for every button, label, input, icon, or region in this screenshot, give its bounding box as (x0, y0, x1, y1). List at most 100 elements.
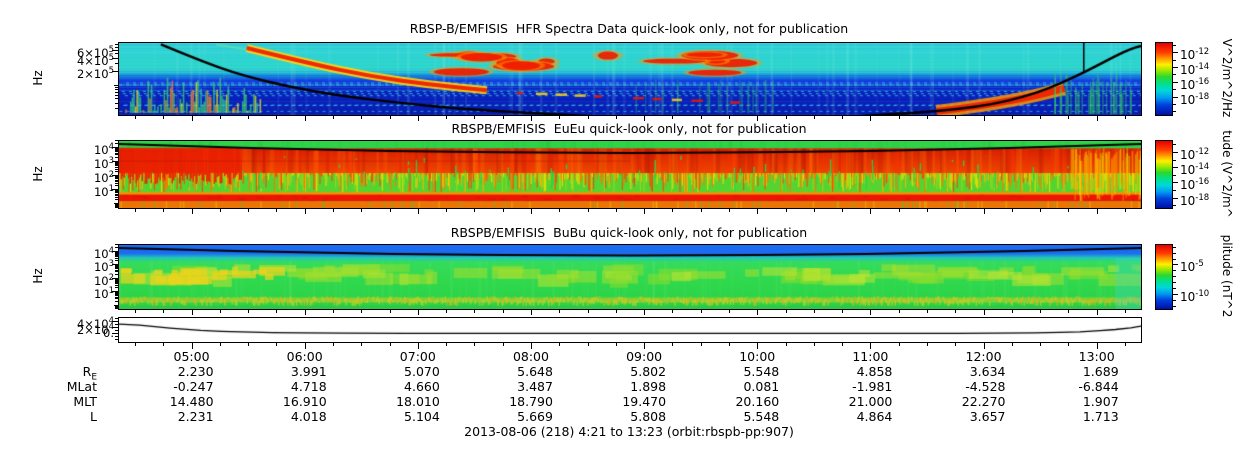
y-minor-tick (115, 291, 118, 293)
y-minor-tick (115, 86, 118, 88)
time-minor-tick (1011, 116, 1013, 119)
y-minor-tick (115, 244, 118, 246)
time-minor-tick (163, 209, 165, 212)
y-minor-tick (115, 180, 118, 182)
ephemeris-value: 16.910 (282, 394, 327, 409)
y-tick-label: 2×105 (76, 66, 114, 82)
y-minor-tick (115, 292, 118, 294)
time-minor-tick (1068, 343, 1070, 346)
time-minor-tick (559, 310, 561, 313)
colorbar-tick-label: 10-14 (1180, 62, 1210, 78)
ephemeris-value: 18.010 (396, 394, 440, 409)
panel3-colorbar (1155, 244, 1173, 310)
y-minor-tick (115, 266, 118, 268)
y-minor-tick (115, 273, 118, 275)
time-minor-tick (955, 209, 957, 212)
y-minor-tick (115, 168, 118, 170)
time-minor-tick (842, 310, 844, 313)
colorbar-tick-label: 10-16 (1180, 177, 1210, 193)
time-minor-tick (1124, 310, 1126, 313)
y-minor-tick (115, 246, 118, 248)
time-minor-tick (474, 116, 476, 119)
time-minor-tick (955, 343, 957, 346)
time-minor-tick (248, 310, 250, 313)
y-minor-tick (115, 329, 118, 331)
y-minor-tick (115, 271, 118, 273)
time-minor-tick (219, 343, 221, 346)
ephemeris-value: 4.858 (856, 364, 893, 379)
time-minor-tick (785, 209, 787, 212)
time-minor-tick (389, 343, 391, 346)
y-minor-tick (115, 151, 118, 153)
time-major-tick (757, 116, 759, 121)
time-major-tick (644, 310, 646, 315)
ephemeris-value: 1.898 (630, 379, 667, 394)
time-minor-tick (559, 116, 561, 119)
time-major-tick (644, 116, 646, 121)
time-minor-tick (219, 209, 221, 212)
y-minor-tick (115, 280, 118, 282)
colorbar-minor-tick (1173, 204, 1176, 206)
y-tick-label: 101 (93, 184, 114, 200)
time-major-tick (304, 310, 306, 315)
y-minor-tick (115, 300, 118, 302)
time-minor-tick (813, 310, 815, 313)
colorbar-minor-tick (1173, 270, 1176, 272)
y-minor-tick (114, 304, 118, 306)
time-minor-tick (1068, 209, 1070, 212)
time-minor-tick (219, 310, 221, 313)
time-minor-tick (446, 343, 448, 346)
colorbar-tick (1173, 293, 1178, 295)
colorbar-tick (1173, 81, 1178, 83)
time-minor-tick (898, 343, 900, 346)
y-minor-tick (115, 94, 118, 96)
y-minor-tick (115, 142, 118, 144)
y-minor-tick (115, 283, 118, 285)
time-minor-tick (1124, 116, 1126, 119)
ephemeris-value: 5.548 (743, 409, 780, 424)
colorbar-tick-label: 10-18 (1180, 91, 1210, 107)
time-minor-tick (219, 116, 221, 119)
y-tick-label: 104 (93, 245, 114, 261)
time-minor-tick (926, 116, 928, 119)
y-minor-tick (115, 257, 118, 259)
colorbar-tick-label: 10-10 (1180, 288, 1210, 304)
y-minor-tick (115, 154, 118, 156)
time-minor-tick (1040, 310, 1042, 313)
y-minor-tick (115, 335, 118, 337)
time-major-tick (191, 343, 193, 349)
time-minor-tick (559, 343, 561, 346)
colorbar-minor-tick (1173, 74, 1176, 76)
time-minor-tick (926, 209, 928, 212)
time-label: 05:00 (173, 349, 210, 364)
ephemeris-value: 4.864 (856, 409, 893, 424)
y-minor-tick (115, 53, 118, 55)
y-tick-label: 102 (93, 272, 114, 288)
y-minor-tick (115, 318, 118, 320)
colorbar-minor-tick (1173, 305, 1176, 307)
y-minor-tick (115, 204, 118, 206)
y-minor-tick (115, 164, 118, 166)
time-minor-tick (1124, 209, 1126, 212)
time-minor-tick (813, 209, 815, 212)
time-major-tick (191, 310, 193, 315)
time-minor-tick (1040, 343, 1042, 346)
y-minor-tick (115, 89, 118, 91)
colorbar-tick (1173, 52, 1178, 54)
y-minor-tick (115, 91, 118, 93)
ephemeris-value: 19.470 (622, 394, 667, 409)
y-minor-tick (115, 175, 118, 177)
y-minor-tick (115, 182, 118, 184)
ephemeris-row-label: RE (82, 364, 97, 383)
colorbar-tick-label: 10-16 (1180, 76, 1210, 92)
time-minor-tick (785, 310, 787, 313)
time-minor-tick (332, 343, 334, 346)
y-minor-tick (115, 298, 118, 300)
y-major-tick (112, 327, 118, 329)
ephemeris-value: 1.689 (1082, 364, 1119, 379)
time-minor-tick (926, 343, 928, 346)
time-minor-tick (700, 116, 702, 119)
colorbar-tick (1173, 67, 1178, 69)
colorbar-minor-tick (1173, 258, 1176, 260)
